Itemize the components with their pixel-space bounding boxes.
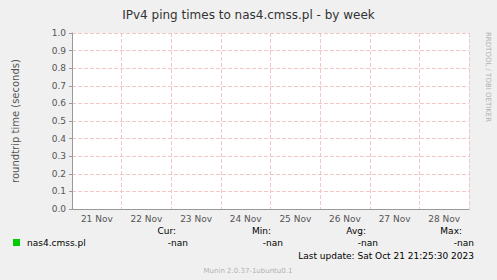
svg-text:roundtrip time (seconds): roundtrip time (seconds) (10, 59, 21, 183)
svg-text:Munin 2.0.37-1ubuntu0.1: Munin 2.0.37-1ubuntu0.1 (204, 267, 293, 275)
svg-text:Last update: Sat Oct 21 21:25:: Last update: Sat Oct 21 21:25:30 2023 (298, 251, 474, 261)
svg-text:Cur:: Cur: (157, 226, 176, 236)
svg-text:0.7: 0.7 (52, 81, 66, 91)
svg-text:26 Nov: 26 Nov (329, 214, 362, 224)
svg-text:28 Nov: 28 Nov (428, 214, 461, 224)
svg-text:0.8: 0.8 (52, 63, 67, 73)
svg-text:1.0: 1.0 (52, 28, 67, 38)
svg-text:Avg:: Avg: (346, 226, 366, 236)
svg-text:0.9: 0.9 (52, 46, 67, 56)
svg-text:Min:: Min: (252, 226, 271, 236)
svg-text:0.0: 0.0 (52, 204, 67, 214)
svg-text:nas4.cmss.pl: nas4.cmss.pl (27, 238, 86, 248)
svg-text:0.3: 0.3 (52, 151, 66, 161)
svg-text:RRDTOOL / TOBI OETIKER: RRDTOOL / TOBI OETIKER (484, 32, 492, 122)
svg-text:-nan: -nan (358, 238, 378, 248)
svg-text:-nan: -nan (454, 238, 474, 248)
svg-text:0.5: 0.5 (52, 116, 66, 126)
svg-text:-nan: -nan (168, 238, 188, 248)
svg-text:-nan: -nan (263, 238, 283, 248)
svg-text:Max:: Max: (440, 226, 462, 236)
svg-text:0.6: 0.6 (52, 98, 67, 108)
svg-text:0.4: 0.4 (52, 134, 67, 144)
svg-text:21 Nov: 21 Nov (81, 214, 114, 224)
svg-text:0.1: 0.1 (52, 186, 66, 196)
svg-text:0.2: 0.2 (52, 169, 66, 179)
svg-text:27 Nov: 27 Nov (379, 214, 412, 224)
svg-text:IPv4 ping times to nas4.cmss.p: IPv4 ping times to nas4.cmss.pl - by wee… (122, 8, 375, 22)
svg-text:24 Nov: 24 Nov (230, 214, 263, 224)
svg-text:25 Nov: 25 Nov (279, 214, 312, 224)
svg-text:23 Nov: 23 Nov (180, 214, 213, 224)
svg-text:22 Nov: 22 Nov (130, 214, 163, 224)
